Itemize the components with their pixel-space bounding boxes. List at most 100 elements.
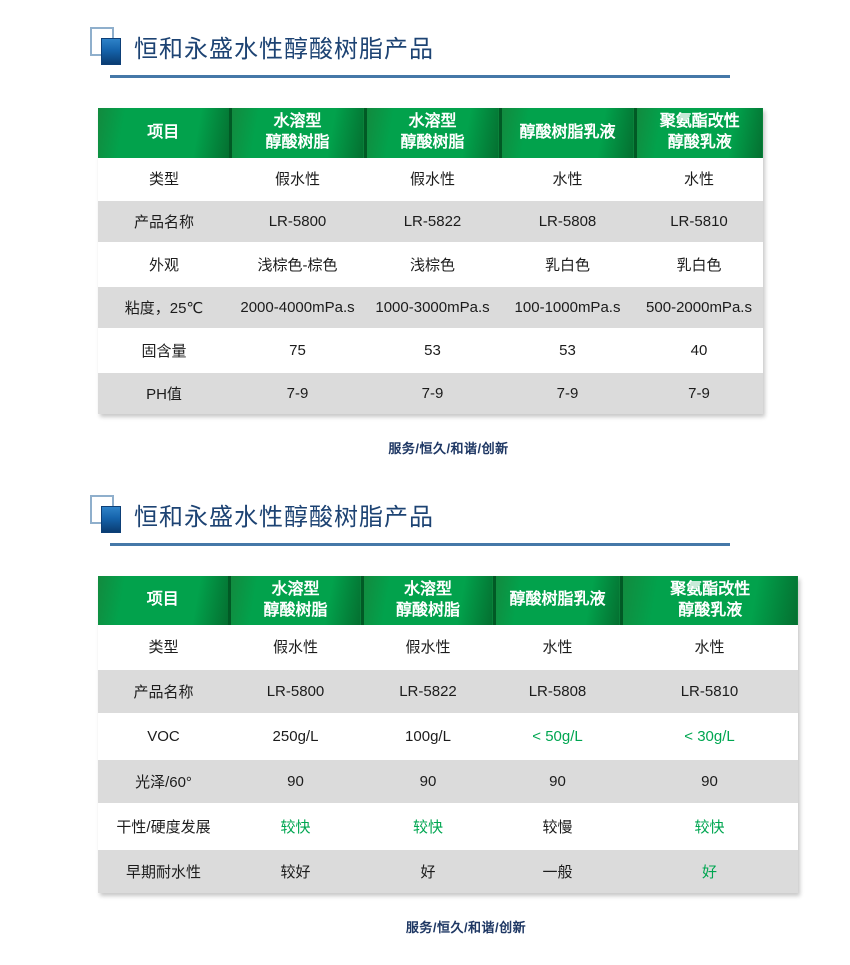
table-cell: 53 [365, 329, 500, 373]
table-row: 外观 浅棕色-棕色 浅棕色 乳白色 乳白色 [98, 243, 763, 287]
row-label: 固含量 [98, 329, 230, 373]
table-header-cell: 醇酸树脂乳液 [500, 108, 637, 158]
table-cell: 较慢 [494, 804, 621, 850]
table-cell: 较快 [362, 804, 494, 850]
table-cell: LR-5822 [362, 669, 494, 715]
table-cell: < 30g/L [621, 714, 798, 760]
row-label: PH值 [98, 372, 230, 414]
row-label: 干性/硬度发展 [98, 804, 229, 850]
row-label: 产品名称 [98, 669, 229, 715]
table-row: VOC 250g/L 100g/L < 50g/L < 30g/L [98, 714, 798, 760]
table-cell: 7-9 [230, 372, 365, 414]
table-cell: 水性 [494, 625, 621, 670]
table-cell: 1000-3000mPa.s [365, 286, 500, 330]
product-spec-table-1: 项目 水溶型 醇酸树脂 水溶型 醇酸树脂 醇酸树脂乳液 聚氨酯改性 醇酸乳液 类型 假水性 假水性水… [98, 108, 763, 414]
filled-square-icon [101, 38, 121, 65]
table-cell: 较快 [229, 804, 362, 850]
table-cell: 53 [500, 329, 635, 373]
table-header-cell: 水溶型 醇酸树脂 [230, 108, 367, 158]
table-cell: 较好 [229, 849, 362, 893]
table-row: 产品名称 LR-5800 LR-5822 LR-5808 LR-5810 [98, 669, 798, 715]
overlapping-squares-icon [90, 494, 122, 534]
table-cell: LR-5808 [500, 200, 635, 244]
table-cell: 假水性 [229, 625, 362, 670]
table-cell: LR-5822 [365, 200, 500, 244]
table-row: 干性/硬度发展 较快 较快 较慢 较快 [98, 804, 798, 850]
table-header-cell: 醇酸树脂乳液 [494, 576, 623, 625]
product-section-2: 恒和永盛水性醇酸树脂产品 项目 水溶型 醇酸树脂 水溶型 醇酸树脂 醇酸树脂乳液 聚氨酯改性… [0, 457, 850, 936]
table-row: 光泽/60° 90 90 90 90 [98, 759, 798, 805]
table-cell: 较快 [621, 804, 798, 850]
table-cell: 250g/L [229, 714, 362, 760]
product-section-1: 恒和永盛水性醇酸树脂产品 项目 水溶型 醇酸树脂 水溶型 醇酸树脂 醇酸树脂乳液 聚氨酯改性… [0, 0, 850, 457]
table-row: 类型 假水性 假水性 水性 水性 [98, 625, 798, 670]
table-cell: 90 [494, 759, 621, 805]
overlapping-squares-icon [90, 26, 122, 66]
table-row: 早期耐水性 较好好一般好 [98, 849, 798, 893]
table-header-cell: 聚氨酯改性 醇酸乳液 [621, 576, 798, 625]
table-cell: 90 [362, 759, 494, 805]
title-underline [110, 75, 730, 78]
table-cell: 90 [621, 759, 798, 805]
page-title: 恒和永盛水性醇酸树脂产品 [134, 35, 434, 63]
table-row: PH值 7-9 7-9 7-9 7-9 [98, 372, 763, 414]
table-header-row: 项目 水溶型 醇酸树脂 水溶型 醇酸树脂 醇酸树脂乳液 聚氨酯改性 醇酸乳液 [98, 576, 798, 625]
table-cell: 好 [621, 849, 798, 893]
row-label: 类型 [98, 158, 230, 201]
table-cell: 100-1000mPa.s [500, 286, 635, 330]
row-label: 产品名称 [98, 200, 230, 244]
table-cell: 75 [230, 329, 365, 373]
product-spec-table-2: 项目 水溶型 醇酸树脂 水溶型 醇酸树脂 醇酸树脂乳液 聚氨酯改性 醇酸乳液 类型 假水性 假水性水… [98, 576, 798, 893]
page-title: 恒和永盛水性醇酸树脂产品 [134, 503, 434, 531]
table-cell: 水性 [500, 158, 635, 201]
table-cell: 100g/L [362, 714, 494, 760]
table-cell: < 50g/L [494, 714, 621, 760]
table-cell: 假水性 [230, 158, 365, 201]
table-row: 产品名称 LR-5800 LR-5822 LR-5808 LR-5810 [98, 200, 763, 244]
table-header-cell: 项目 [98, 576, 231, 625]
table-cell: LR-5800 [229, 669, 362, 715]
table-cell: 浅棕色-棕色 [230, 243, 365, 287]
table-header-row: 项目 水溶型 醇酸树脂 水溶型 醇酸树脂 醇酸树脂乳液 聚氨酯改性 醇酸乳液 [98, 108, 763, 158]
table-cell: 2000-4000mPa.s [230, 286, 365, 330]
table-cell: LR-5808 [494, 669, 621, 715]
table-cell: 7-9 [635, 372, 763, 414]
title-underline [110, 543, 730, 546]
table-cell: LR-5810 [621, 669, 798, 715]
row-label: 早期耐水性 [98, 849, 229, 893]
table-cell: 500-2000mPa.s [635, 286, 763, 330]
table-cell: 40 [635, 329, 763, 373]
table-row: 类型 假水性 假水性 水性 水性 [98, 158, 763, 201]
filled-square-icon [101, 506, 121, 533]
table-cell: 假水性 [365, 158, 500, 201]
motto-text: 服务/恒久/和谐/创新 [405, 920, 527, 935]
section-header: 恒和永盛水性醇酸树脂产品 [90, 25, 850, 67]
motto-text: 服务/恒久/和谐/创新 [388, 441, 509, 456]
table-header-cell: 水溶型 醇酸树脂 [229, 576, 364, 625]
table-cell: 乳白色 [635, 243, 763, 287]
table-cell: 7-9 [365, 372, 500, 414]
row-label: 外观 [98, 243, 230, 287]
table-cell: 水性 [635, 158, 763, 201]
table-cell: 7-9 [500, 372, 635, 414]
table-cell: LR-5800 [230, 200, 365, 244]
table-header-cell: 项目 [98, 108, 232, 158]
table-header-cell: 水溶型 醇酸树脂 [365, 108, 502, 158]
table-cell: 好 [362, 849, 494, 893]
table-cell: 一般 [494, 849, 621, 893]
table-cell: 假水性 [362, 625, 494, 670]
table-cell: 水性 [621, 625, 798, 670]
table-cell: 乳白色 [500, 243, 635, 287]
table-row: 粘度，25℃ 2000-4000mPa.s 1000-3000mPa.s 100-10… [98, 286, 763, 330]
section-header: 恒和永盛水性醇酸树脂产品 [90, 493, 850, 535]
row-label: VOC [98, 714, 229, 760]
table-row: 固含量 75 53 53 40 [98, 329, 763, 373]
table-cell: 浅棕色 [365, 243, 500, 287]
table-header-cell: 聚氨酯改性 醇酸乳液 [635, 108, 763, 158]
table-cell: 90 [229, 759, 362, 805]
row-label: 粘度，25℃ [98, 286, 230, 330]
row-label: 类型 [98, 625, 229, 670]
table-cell: LR-5810 [635, 200, 763, 244]
table-header-cell: 水溶型 醇酸树脂 [362, 576, 496, 625]
row-label: 光泽/60° [98, 759, 229, 805]
